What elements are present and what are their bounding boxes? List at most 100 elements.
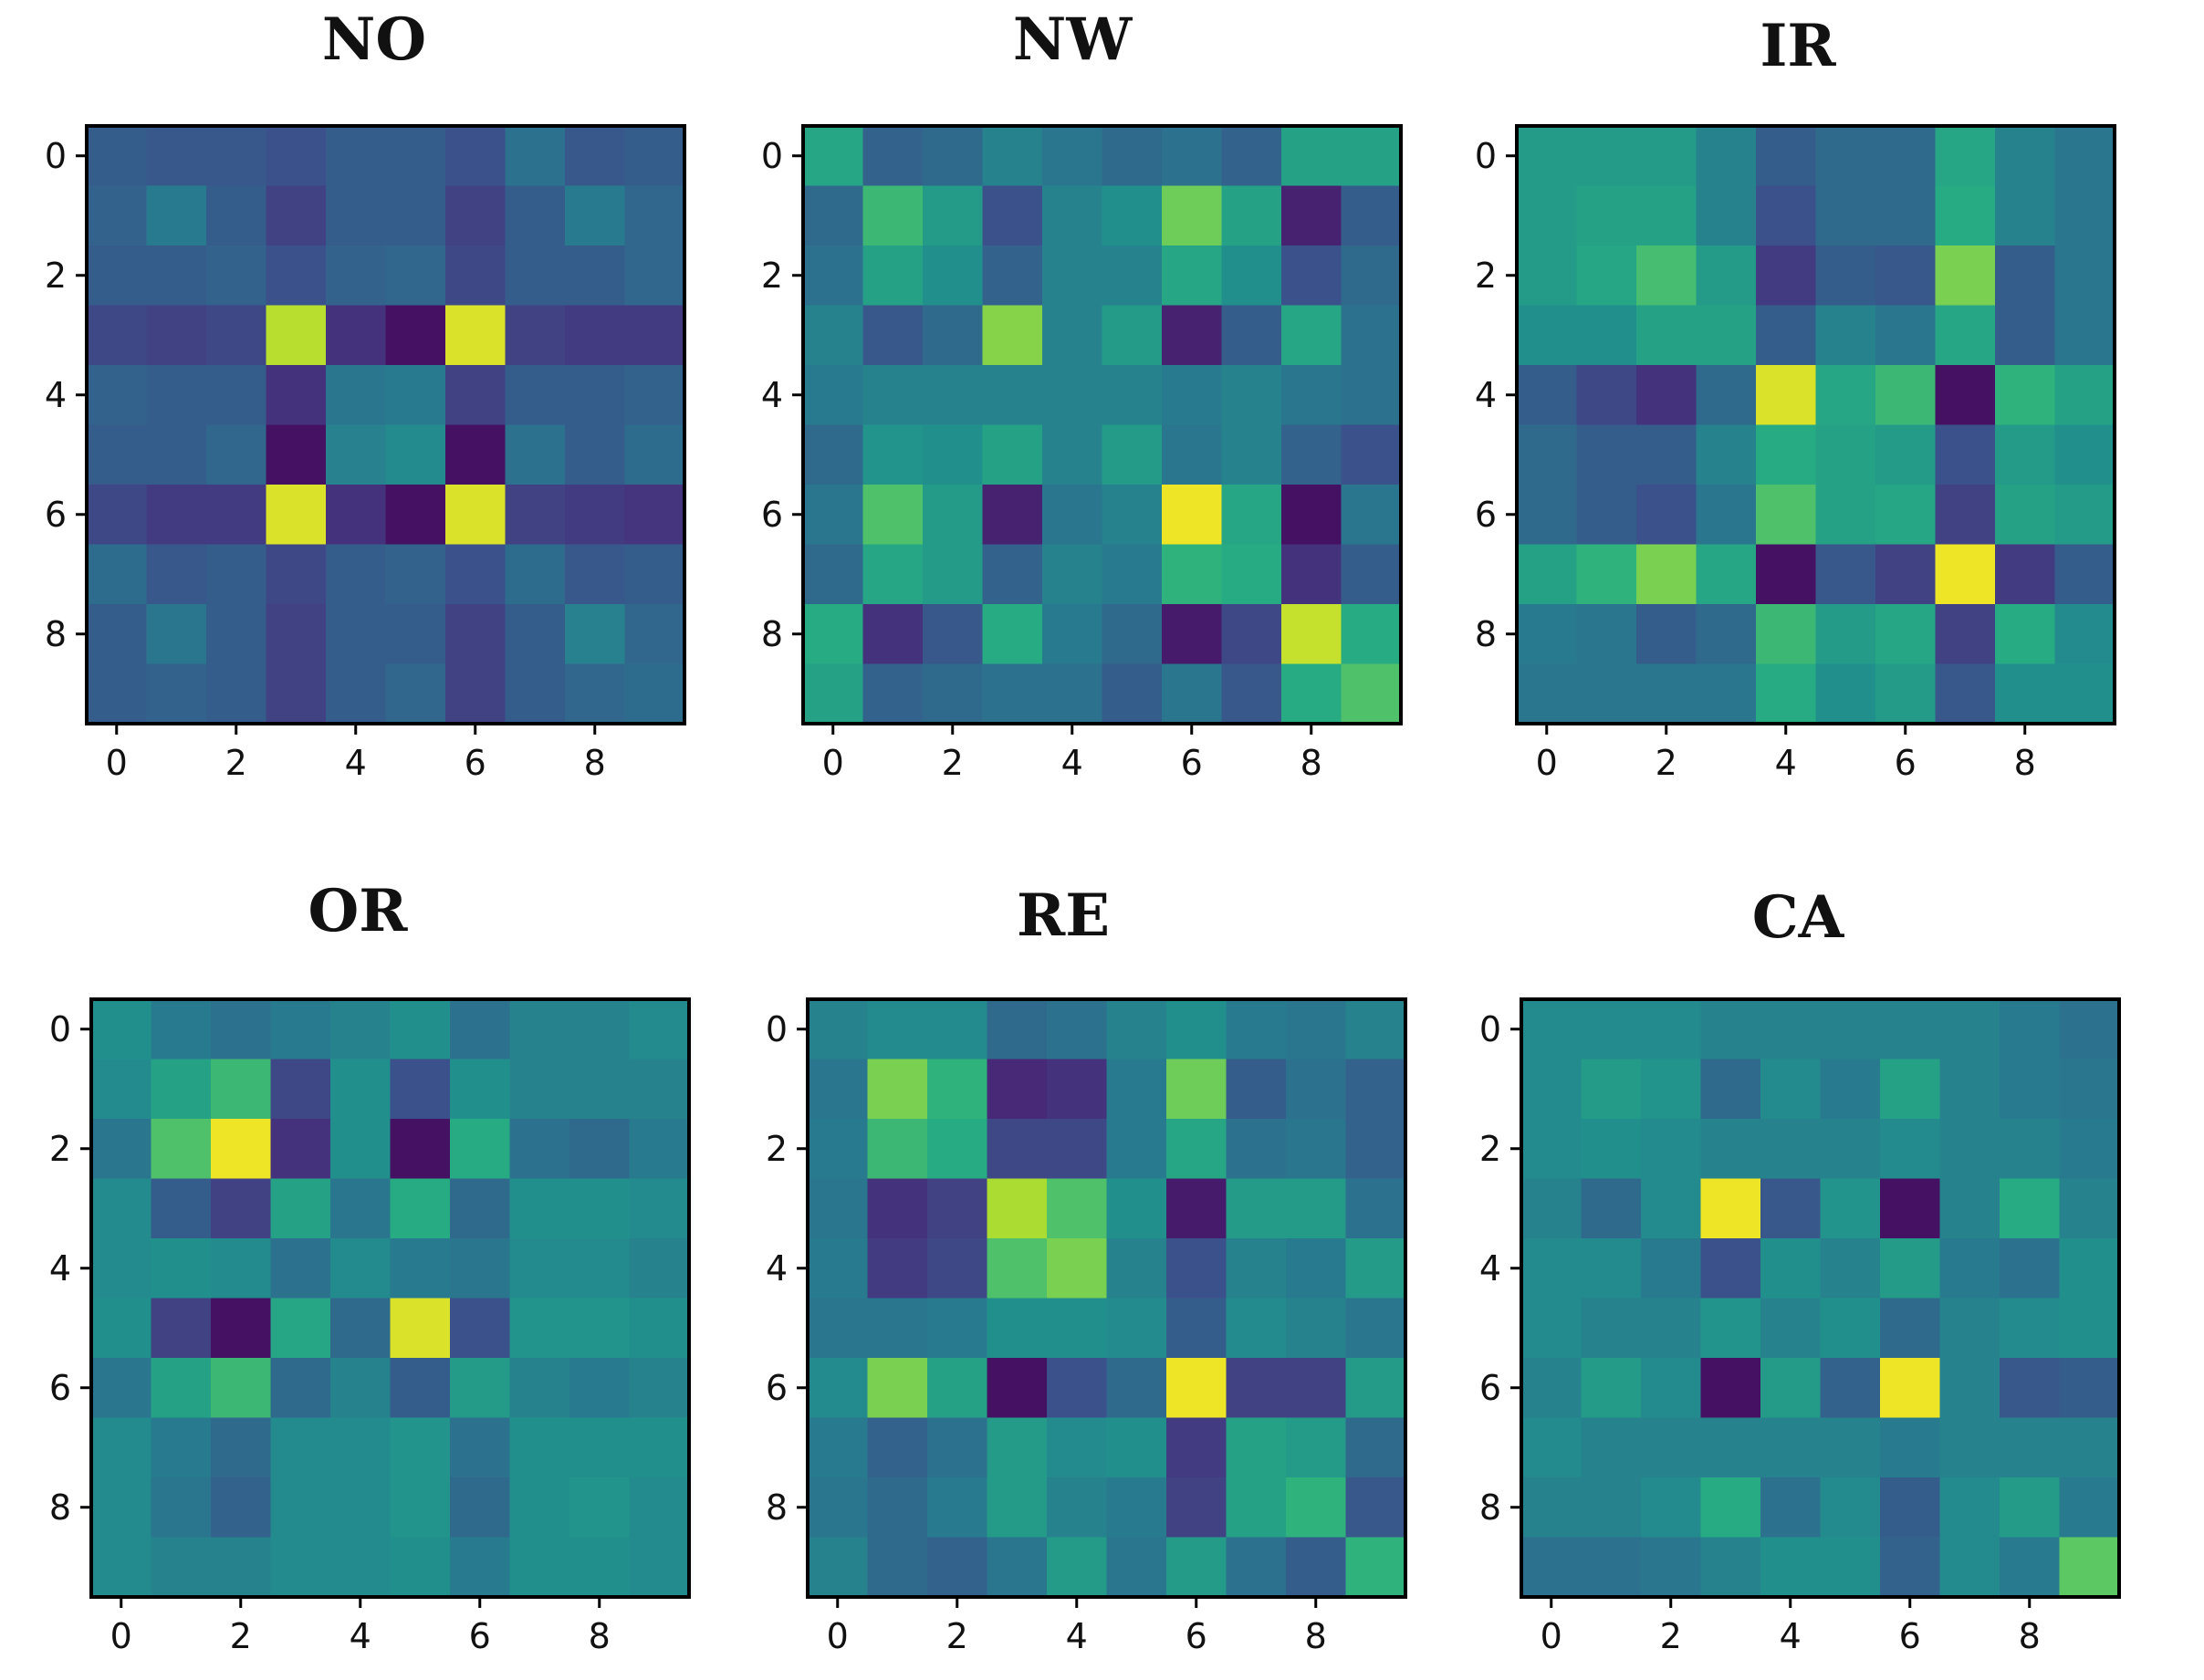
heatmap-cell [1281, 185, 1342, 246]
heatmap-cell [624, 305, 685, 366]
heatmap-cell [1641, 1298, 1702, 1359]
heatmap-cell [2054, 126, 2115, 187]
heatmap-cell [151, 1477, 212, 1539]
heatmap-cell [1102, 544, 1163, 605]
heatmap-cell [1042, 305, 1103, 366]
heatmap-cell [1760, 1477, 1822, 1539]
heatmap-cell [1880, 999, 1941, 1060]
heatmap-cell [1345, 1477, 1406, 1539]
heatmap-cell [1281, 126, 1342, 187]
heatmap-cell [1935, 245, 1996, 307]
heatmap-cell [326, 485, 387, 546]
x-tick-label: 0 [1541, 1616, 1562, 1656]
heatmap-cell [1517, 544, 1578, 605]
heatmap-cell [270, 1537, 331, 1598]
heatmap-cell [211, 1417, 272, 1478]
y-tick-label: 0 [49, 1009, 71, 1049]
heatmap-cell [1760, 1059, 1822, 1120]
x-tick-label: 0 [822, 743, 844, 783]
panel-no: NO 0 2 4 6 8 0 2 4 6 8 [45, 5, 686, 783]
heatmap-cell [1102, 185, 1163, 246]
heatmap-cell [211, 1238, 272, 1299]
heatmap-cell [1162, 604, 1223, 665]
heatmap-cell [1820, 1417, 1881, 1478]
heatmap-cell [450, 1298, 511, 1359]
heatmap-cell [1047, 1298, 1108, 1359]
heatmap-cell [211, 1059, 272, 1120]
heatmap-cell [91, 1238, 152, 1299]
heatmap-cell [1636, 544, 1697, 605]
heatmap-cell [1815, 604, 1876, 665]
heatmap-cell [1995, 126, 2056, 187]
heatmap-cell [1576, 305, 1637, 366]
heatmap-cell [1106, 1537, 1167, 1598]
heatmap-cell [326, 365, 387, 426]
x-tick-label: 6 [465, 743, 486, 783]
heatmap-cell [1521, 1238, 1582, 1299]
heatmap-cell [803, 424, 864, 485]
heatmap-cell [330, 1417, 392, 1478]
heatmap-cell [982, 485, 1043, 546]
heatmap-cell [1226, 1358, 1287, 1419]
heatmap-cell [862, 185, 924, 246]
heatmap-cell [1760, 1358, 1822, 1419]
y-tick-label: 6 [45, 495, 67, 535]
heatmap-cell [1636, 126, 1697, 187]
heatmap-cell [450, 1537, 511, 1598]
heatmap-cell [151, 1537, 212, 1598]
heatmap-cell [445, 305, 507, 366]
heatmap-cell [1286, 1119, 1347, 1180]
heatmap-cell [923, 663, 984, 725]
heatmap-cell [1286, 1238, 1347, 1299]
heatmap-cell [509, 1238, 570, 1299]
heatmap-cell [445, 544, 507, 605]
y-tick-label: 4 [45, 375, 67, 415]
heatmap-cell [1341, 245, 1402, 307]
heatmap-cell [211, 1477, 272, 1539]
heatmap-cell [326, 424, 387, 485]
heatmap-cell [1345, 1119, 1406, 1180]
heatmap-cell [923, 604, 984, 665]
heatmap-cell [1341, 424, 1402, 485]
heatmap-cell [1162, 365, 1223, 426]
x-tick-label: 2 [230, 1616, 252, 1656]
heatmap-cell [1696, 485, 1757, 546]
panel-title: IR [1760, 12, 1836, 80]
heatmap-cell [146, 544, 207, 605]
heatmap-cell [927, 1119, 988, 1180]
heatmap-cell [624, 604, 685, 665]
heatmap-cell [1581, 1537, 1642, 1598]
heatmap-cell [1345, 1298, 1406, 1359]
y-tick-label: 8 [49, 1487, 71, 1528]
x-tick-label: 8 [1305, 1616, 1327, 1656]
heatmap-cell [1995, 365, 2056, 426]
heatmap-cell [1636, 424, 1697, 485]
heatmap-cell [1939, 1059, 2000, 1120]
x-tick-label: 4 [345, 743, 367, 783]
heatmap-cell [867, 1178, 928, 1239]
plot-frame [1515, 124, 2116, 725]
y-tick-label: 2 [1475, 256, 1497, 296]
heatmap-cell [385, 126, 446, 187]
heatmap-cell [624, 663, 685, 725]
panel-or: OR 0 2 4 6 8 0 2 4 6 8 [49, 877, 691, 1656]
heatmap-cell [450, 1417, 511, 1478]
heatmap-cell [1995, 544, 2056, 605]
heatmap-cell [211, 999, 272, 1060]
heatmap-cell [1636, 485, 1697, 546]
heatmap-cell [1042, 245, 1103, 307]
heatmap-cell [923, 185, 984, 246]
heatmap-cell [569, 1238, 631, 1299]
heatmap-cell [1756, 365, 1817, 426]
heatmap-cell [927, 1298, 988, 1359]
y-tick-label: 8 [761, 614, 783, 654]
heatmap-cell [987, 1358, 1048, 1419]
heatmap-cell [1935, 544, 1996, 605]
heatmap-cell [1221, 604, 1282, 665]
heatmap-cell [1162, 305, 1223, 366]
heatmap-cell [1521, 1178, 1582, 1239]
heatmap-cell [1345, 1238, 1406, 1299]
heatmap-cell [1815, 185, 1876, 246]
heatmap-cell [803, 663, 864, 725]
heatmap-cell [629, 1358, 690, 1419]
